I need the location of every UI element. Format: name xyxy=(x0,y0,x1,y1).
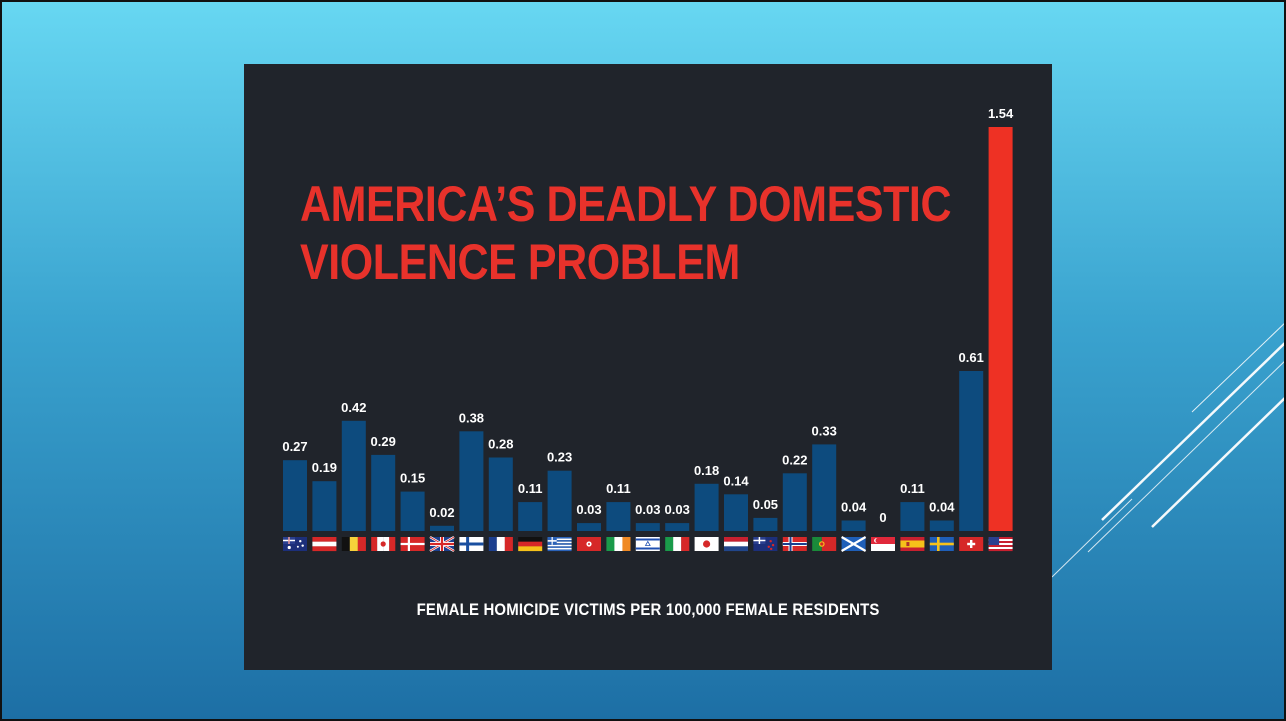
finland-flag-icon xyxy=(459,537,484,551)
italy-flag-icon xyxy=(665,537,690,551)
chart-title-line-1: AMERICA’S DEADLY DOMESTIC xyxy=(300,176,952,232)
bar xyxy=(959,371,984,531)
bar xyxy=(665,523,690,531)
bar xyxy=(547,470,572,531)
bar xyxy=(312,481,337,531)
value-label: 0.38 xyxy=(459,410,484,425)
bar xyxy=(724,494,748,531)
belgium-flag-icon xyxy=(341,537,366,551)
australia-flag-icon xyxy=(283,537,307,551)
bar xyxy=(371,454,396,531)
bar-chart: 0.27 0.19 0.42 0.29 0.15 0.02 0.38 0.28 0.11 0.23… xyxy=(282,106,1014,553)
bar xyxy=(283,460,307,531)
bar xyxy=(577,523,601,531)
value-label: 0.11 xyxy=(900,481,925,496)
decor-line xyxy=(1101,342,1284,521)
decor-line xyxy=(1051,498,1133,578)
value-label: 0.02 xyxy=(429,505,454,520)
sweden-flag-icon xyxy=(929,537,954,551)
value-label: 0 xyxy=(879,510,886,525)
denmark-flag-icon xyxy=(400,537,425,551)
bars-group xyxy=(283,127,1013,531)
germany-flag-icon xyxy=(518,537,543,552)
value-label: 0.19 xyxy=(312,460,337,475)
value-label: 0.28 xyxy=(488,437,513,452)
united-kingdom-flag-icon xyxy=(429,535,455,553)
value-label: 0.05 xyxy=(753,497,778,512)
x-axis-label: FEMALE HOMICIDE VICTIMS PER 100,000 FEMA… xyxy=(244,600,1052,620)
norway-flag-icon xyxy=(782,537,807,551)
canada-flag-icon xyxy=(371,537,396,551)
switzerland-flag-icon xyxy=(959,537,984,551)
bar xyxy=(488,457,513,531)
bar xyxy=(518,502,543,531)
bar xyxy=(782,473,807,531)
infographic-panel: AMERICA’S DEADLY DOMESTIC VIOLENCE PROBL… xyxy=(244,64,1052,670)
new-zealand-flag-icon xyxy=(753,537,778,551)
value-label: 1.54 xyxy=(988,106,1014,121)
spain-flag-icon xyxy=(900,537,925,551)
bar xyxy=(900,502,925,531)
value-label: 0.03 xyxy=(635,502,660,517)
bar xyxy=(841,520,866,531)
netherlands-flag-icon xyxy=(724,537,748,552)
flags-group xyxy=(283,535,1013,553)
bar xyxy=(929,520,954,531)
portugal-flag-icon xyxy=(812,537,837,551)
value-label: 0.18 xyxy=(694,463,719,478)
united-states-flag-icon xyxy=(988,537,1013,552)
value-label: 0.23 xyxy=(547,450,572,465)
value-label: 0.61 xyxy=(959,350,984,365)
singapore-flag-icon xyxy=(871,537,895,551)
scotland-flag-icon xyxy=(841,536,867,552)
decor-line xyxy=(1151,397,1284,528)
value-label: 0.22 xyxy=(782,452,807,467)
bar xyxy=(694,483,719,531)
value-labels-group: 0.27 0.19 0.42 0.29 0.15 0.02 0.38 0.28 0.11 0.23… xyxy=(282,106,1014,525)
austria-flag-icon xyxy=(312,537,337,552)
value-label: 0.04 xyxy=(929,500,955,515)
bar xyxy=(606,502,631,531)
value-label: 0.11 xyxy=(518,481,543,496)
bar xyxy=(812,444,837,531)
ireland-flag-icon xyxy=(606,537,631,551)
bar xyxy=(459,431,484,531)
bar xyxy=(430,525,454,531)
value-label: 0.04 xyxy=(841,500,867,515)
bar-highlighted xyxy=(988,127,1013,531)
bar xyxy=(635,523,660,531)
israel-flag-icon xyxy=(635,537,660,551)
x-axis-label-text: FEMALE HOMICIDE VICTIMS PER 100,000 FEMA… xyxy=(416,600,880,619)
bar xyxy=(753,517,778,531)
chart-title-line-2: VIOLENCE PROBLEM xyxy=(300,234,740,290)
value-label: 0.42 xyxy=(341,400,366,415)
decor-line xyxy=(1191,323,1284,413)
value-label: 0.03 xyxy=(665,502,690,517)
value-label: 0.29 xyxy=(371,434,396,449)
value-label: 0.33 xyxy=(812,423,837,438)
hong-kong-flag-icon xyxy=(577,537,601,551)
decor-line xyxy=(1087,361,1284,553)
value-label: 0.15 xyxy=(400,471,425,486)
japan-flag-icon xyxy=(694,537,719,551)
value-label: 0.14 xyxy=(723,473,749,488)
greece-flag-icon xyxy=(547,537,572,552)
value-label: 0.03 xyxy=(576,502,601,517)
bar xyxy=(400,491,425,531)
value-label: 0.11 xyxy=(606,481,631,496)
france-flag-icon xyxy=(488,537,513,551)
bar xyxy=(341,420,366,531)
value-label: 0.27 xyxy=(282,439,307,454)
